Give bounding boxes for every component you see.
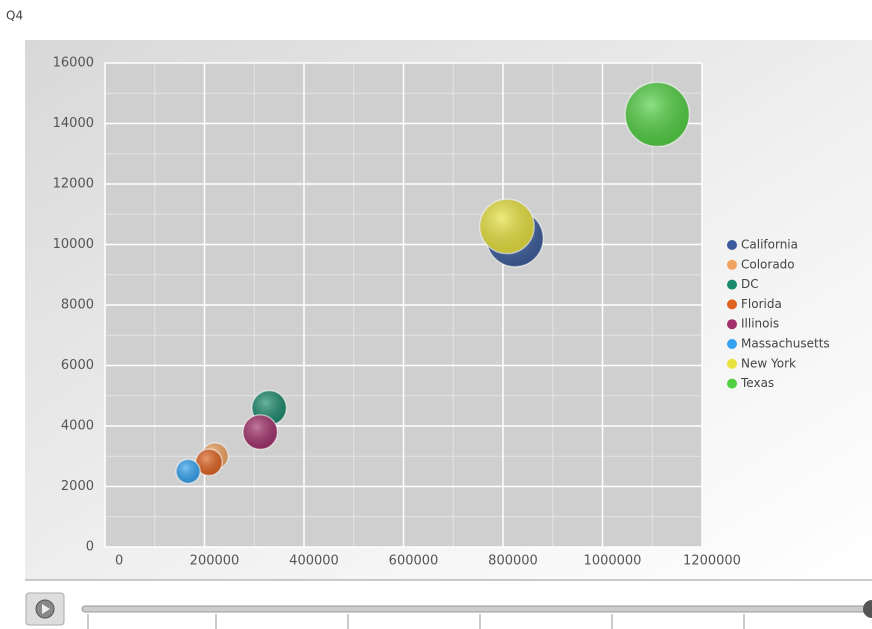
y-tick-label: 0 xyxy=(86,540,94,555)
player xyxy=(25,592,872,629)
y-tick-label: 14000 xyxy=(53,116,94,131)
play-icon xyxy=(42,604,50,614)
legend-swatch xyxy=(727,299,737,310)
legend-swatch xyxy=(727,358,737,369)
x-tick-label: 800000 xyxy=(488,554,538,569)
y-tick-label: 2000 xyxy=(61,479,94,494)
x-tick-label: 200000 xyxy=(190,554,240,569)
x-tick-label: 1200000 xyxy=(683,554,741,569)
legend-swatch xyxy=(727,259,737,270)
bubble-shine xyxy=(625,82,690,147)
bubble-shine xyxy=(176,459,201,484)
legend-label: DC xyxy=(741,277,759,291)
y-tick-label: 8000 xyxy=(61,298,94,313)
legend-label: Florida xyxy=(741,297,782,311)
subtitle: Q4 xyxy=(6,9,23,23)
bubble-shine xyxy=(195,449,223,476)
y-tick-label: 16000 xyxy=(53,56,94,71)
legend-swatch xyxy=(727,319,737,330)
legend-label: California xyxy=(741,238,798,252)
bubble-shine xyxy=(242,414,278,450)
x-tick-label: 400000 xyxy=(289,554,339,569)
bubbles xyxy=(175,81,690,485)
x-tick-label: 1000000 xyxy=(584,554,642,569)
legend-label: Colorado xyxy=(741,257,795,271)
legend-label: New York xyxy=(741,356,796,370)
legend-swatch xyxy=(727,279,737,290)
legend-swatch xyxy=(727,339,737,349)
legend-swatch xyxy=(727,240,737,250)
y-tick-label: 10000 xyxy=(53,237,94,252)
x-tick-label: 0 xyxy=(115,554,123,569)
slider-thumb[interactable] xyxy=(863,600,872,618)
x-tick-label: 600000 xyxy=(389,554,439,569)
y-tick-label: 6000 xyxy=(61,358,94,373)
legend-label: Illinois xyxy=(741,317,779,331)
legend-swatch xyxy=(727,378,737,389)
y-tick-label: 12000 xyxy=(53,177,94,192)
y-tick-label: 4000 xyxy=(61,419,94,434)
legend-label: Texas xyxy=(740,376,774,390)
slider-track[interactable] xyxy=(81,605,872,613)
bubble-shine xyxy=(479,199,535,254)
legend-label: Massachusetts xyxy=(741,337,830,351)
legend: California Colorado DC Florida Illinois Massa… xyxy=(727,238,830,390)
grid: 0 2000 4000 6000 8000 10000 12000 14000 16000 0 20… xyxy=(53,56,741,569)
